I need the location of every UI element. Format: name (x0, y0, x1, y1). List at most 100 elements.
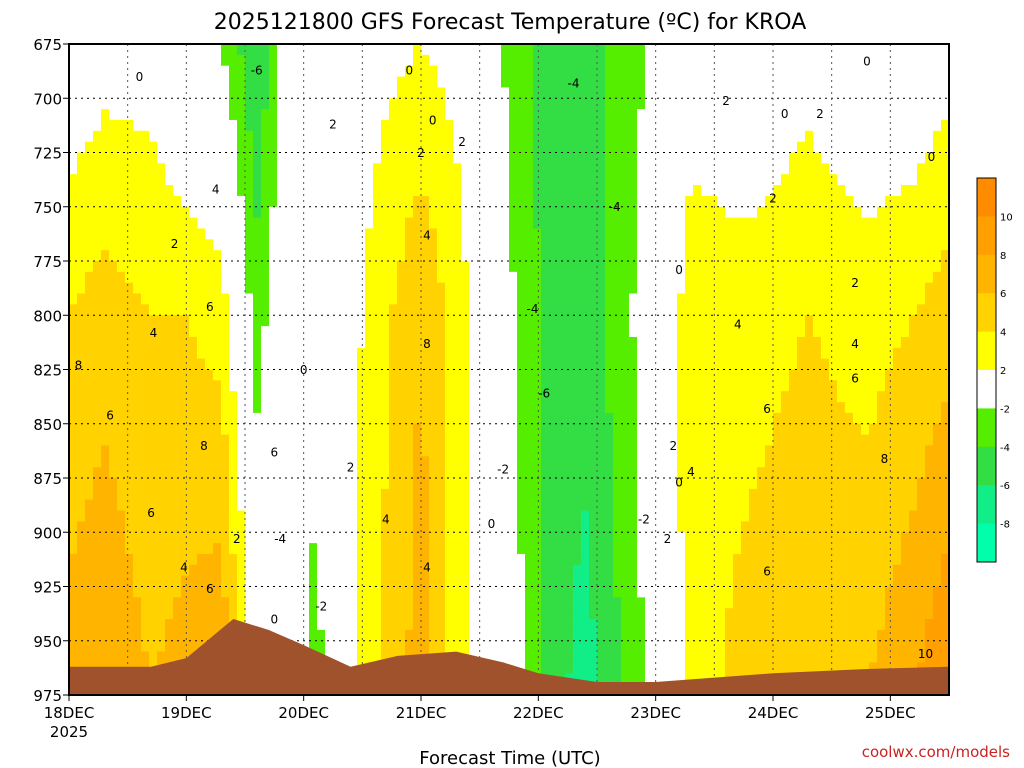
field-cell (565, 195, 574, 208)
field-cell (645, 130, 654, 143)
field-cell (557, 109, 566, 121)
field-cell (357, 76, 366, 88)
field-cell (645, 629, 654, 642)
field-cell (661, 206, 670, 219)
field-cell (365, 54, 374, 67)
field-cell (453, 543, 462, 555)
field-cell (69, 347, 78, 360)
field-cell (717, 54, 726, 67)
field-cell (109, 543, 118, 555)
field-cell (525, 619, 534, 631)
field-cell (613, 575, 622, 588)
field-cell (573, 423, 582, 436)
field-cell (477, 369, 486, 381)
field-cell (645, 65, 654, 78)
field-cell (469, 391, 478, 403)
field-cell (637, 130, 646, 143)
field-cell (549, 478, 558, 490)
field-cell (173, 402, 182, 414)
field-cell (557, 412, 566, 425)
field-cell (605, 467, 614, 479)
field-cell (693, 499, 702, 512)
field-cell (237, 239, 246, 251)
field-cell (533, 412, 542, 425)
field-cell (629, 206, 638, 219)
field-cell (197, 369, 206, 381)
field-cell (253, 597, 262, 609)
field-cell (653, 76, 662, 88)
field-cell (325, 629, 334, 642)
field-cell (725, 76, 734, 88)
field-cell (453, 402, 462, 414)
field-cell (237, 250, 246, 262)
field-cell (197, 119, 206, 132)
field-cell (677, 478, 686, 490)
field-cell (341, 271, 350, 284)
field-cell (389, 391, 398, 403)
field-cell (517, 586, 526, 598)
field-cell (653, 553, 662, 566)
field-cell (213, 76, 222, 88)
field-cell (717, 564, 726, 577)
field-cell (493, 358, 502, 371)
field-cell (397, 304, 406, 316)
field-cell (221, 185, 230, 197)
field-cell (709, 326, 718, 338)
field-cell (445, 521, 454, 533)
field-cell (677, 261, 686, 273)
field-cell (149, 87, 158, 99)
field-cell (277, 575, 286, 588)
field-cell (85, 369, 94, 381)
field-cell (165, 369, 174, 381)
field-cell (605, 488, 614, 501)
field-cell (237, 402, 246, 414)
field-cell (349, 130, 358, 143)
field-cell (653, 130, 662, 143)
field-cell (101, 619, 110, 631)
field-cell (605, 174, 614, 186)
field-cell (445, 315, 454, 327)
field-cell (157, 315, 166, 327)
field-cell (317, 402, 326, 414)
field-cell (69, 499, 78, 512)
field-cell (341, 130, 350, 143)
field-cell (149, 629, 158, 642)
field-cell (573, 174, 582, 186)
field-cell (125, 152, 134, 164)
field-cell (669, 651, 678, 664)
field-cell (189, 445, 198, 457)
field-cell (245, 87, 254, 99)
field-cell (229, 347, 238, 360)
field-cell (253, 98, 262, 110)
field-cell (509, 206, 518, 219)
field-cell (501, 109, 510, 121)
field-cell (165, 195, 174, 208)
field-cell (285, 510, 294, 522)
field-cell (413, 282, 422, 295)
field-cell (501, 336, 510, 349)
field-cell (141, 380, 150, 392)
field-cell (349, 65, 358, 78)
field-cell (109, 326, 118, 338)
field-cell (581, 217, 590, 230)
field-cell (205, 44, 214, 56)
field-cell (373, 521, 382, 533)
field-cell (509, 98, 518, 110)
field-cell (357, 185, 366, 197)
field-cell (605, 250, 614, 262)
field-cell (517, 119, 526, 132)
field-cell (637, 445, 646, 457)
field-cell (261, 510, 270, 522)
field-cell (437, 347, 446, 360)
field-cell (533, 152, 542, 164)
field-cell (525, 608, 534, 620)
field-cell (445, 336, 454, 349)
field-cell (349, 195, 358, 208)
field-cell (333, 423, 342, 436)
field-cell (157, 488, 166, 501)
field-cell (253, 206, 262, 219)
field-cell (653, 488, 662, 501)
field-cell (133, 619, 142, 631)
field-cell (709, 358, 718, 371)
field-cell (373, 651, 382, 664)
